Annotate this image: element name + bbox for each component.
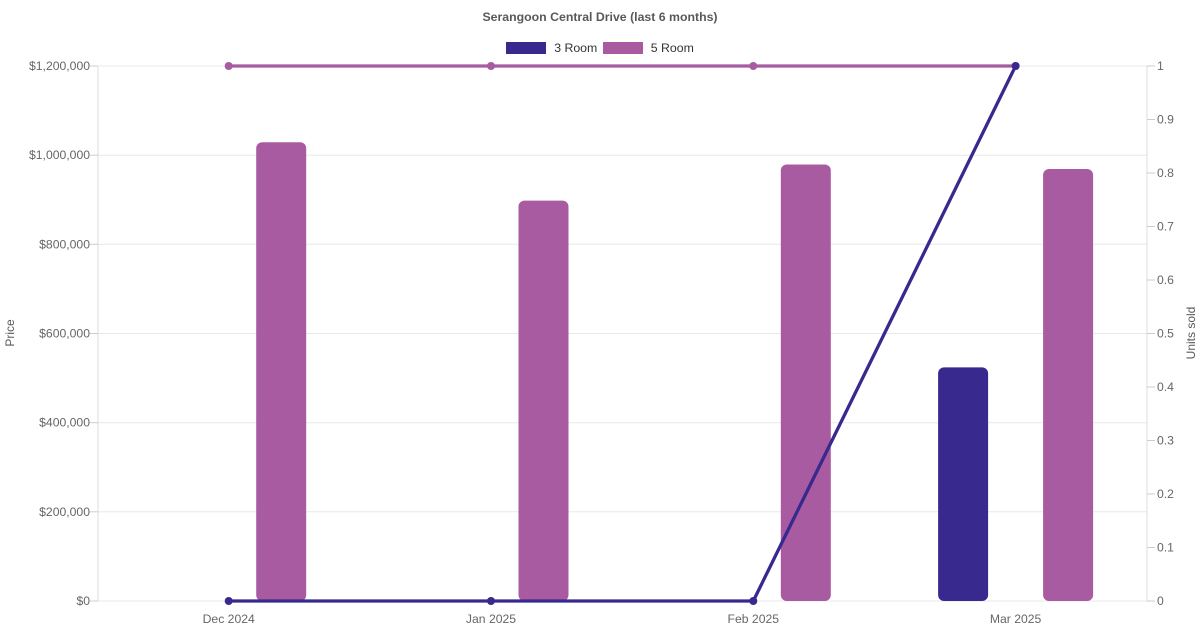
svg-text:$0: $0 xyxy=(76,594,90,608)
svg-text:0.4: 0.4 xyxy=(1157,380,1174,394)
svg-text:0.8: 0.8 xyxy=(1157,166,1174,180)
svg-text:$600,000: $600,000 xyxy=(39,327,90,341)
svg-text:$1,000,000: $1,000,000 xyxy=(29,148,90,162)
svg-text:Dec 2024: Dec 2024 xyxy=(203,612,255,626)
svg-text:0: 0 xyxy=(1157,594,1164,608)
svg-text:1: 1 xyxy=(1157,59,1164,73)
svg-text:Jan 2025: Jan 2025 xyxy=(466,612,516,626)
svg-text:0.1: 0.1 xyxy=(1157,541,1174,555)
svg-text:0.5: 0.5 xyxy=(1157,327,1174,341)
svg-text:Feb 2025: Feb 2025 xyxy=(728,612,780,626)
svg-text:0.3: 0.3 xyxy=(1157,434,1174,448)
svg-text:$800,000: $800,000 xyxy=(39,237,90,251)
svg-text:$1,200,000: $1,200,000 xyxy=(29,59,90,73)
svg-text:0.9: 0.9 xyxy=(1157,113,1174,127)
svg-text:$200,000: $200,000 xyxy=(39,505,90,519)
svg-text:$400,000: $400,000 xyxy=(39,416,90,430)
svg-text:0.2: 0.2 xyxy=(1157,487,1174,501)
svg-text:Mar 2025: Mar 2025 xyxy=(990,612,1042,626)
svg-text:0.7: 0.7 xyxy=(1157,220,1174,234)
svg-text:0.6: 0.6 xyxy=(1157,273,1174,287)
